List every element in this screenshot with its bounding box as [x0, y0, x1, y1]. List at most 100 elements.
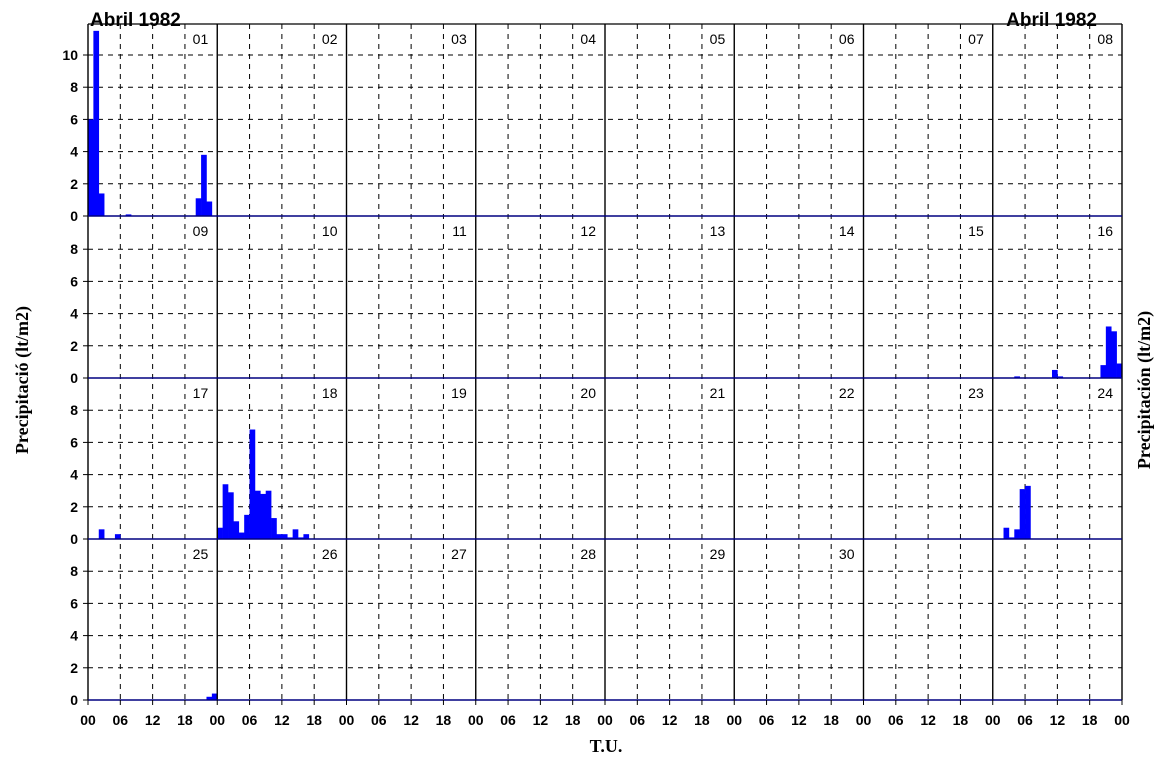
x-tick-label: 18 — [177, 712, 193, 728]
x-tick-label: 00 — [985, 712, 1001, 728]
y-tick-label: 4 — [70, 144, 78, 160]
precip-bar-day-17 — [292, 529, 299, 539]
y-tick-label: 4 — [70, 467, 78, 483]
chart-title-left: Abril 1982 — [90, 10, 181, 31]
x-tick-label: 12 — [662, 712, 678, 728]
day-label: 15 — [968, 223, 984, 239]
y-tick-label: 0 — [70, 370, 78, 386]
x-tick-label: 00 — [468, 712, 484, 728]
precip-bar-day-17 — [228, 492, 234, 539]
x-tick-label: 06 — [113, 712, 129, 728]
y-tick-label: 0 — [70, 208, 78, 224]
y-tick-label: 6 — [70, 434, 78, 450]
x-tick-label: 00 — [726, 712, 742, 728]
x-tick-label: 18 — [1082, 712, 1098, 728]
day-label: 10 — [322, 223, 338, 239]
y-tick-label: 8 — [70, 241, 78, 257]
day-label: 26 — [322, 546, 338, 562]
precip-bar-day-17 — [249, 429, 256, 539]
y-tick-label: 4 — [70, 628, 78, 644]
day-label: 22 — [839, 385, 855, 401]
x-tick-label: 00 — [339, 712, 355, 728]
y-tick-label: 8 — [70, 79, 78, 95]
y-tick-label: 10 — [62, 47, 78, 63]
x-tick-label: 12 — [791, 712, 807, 728]
grid — [88, 24, 1122, 700]
x-tick-label: 00 — [597, 712, 613, 728]
y-tick-label: 8 — [70, 563, 78, 579]
precip-bar-day-16 — [1105, 326, 1112, 378]
x-tick-label: 12 — [274, 712, 290, 728]
y-tick-label: 6 — [70, 111, 78, 127]
precip-bar-day-17 — [233, 521, 240, 539]
x-tick-label: 06 — [888, 712, 904, 728]
y-tick-label: 4 — [70, 306, 78, 322]
day-label: 11 — [452, 223, 467, 239]
precip-bar-day-17 — [298, 537, 304, 539]
day-label: 19 — [451, 385, 467, 401]
day-label: 08 — [1097, 31, 1113, 47]
precip-bar-day-16 — [1116, 363, 1123, 378]
day-label: 29 — [710, 546, 726, 562]
x-tick-label: 12 — [920, 712, 936, 728]
day-label: 28 — [580, 546, 596, 562]
x-tick-label: 18 — [565, 712, 581, 728]
day-label: 30 — [839, 546, 855, 562]
y-tick-label: 0 — [70, 692, 78, 708]
precip-bar-day-17 — [287, 537, 293, 539]
day-label: 06 — [839, 31, 855, 47]
y-tick-label: 8 — [70, 402, 78, 418]
precip-bar-day-17 — [281, 534, 288, 539]
day-label: 17 — [193, 385, 209, 401]
y-tick-label: 6 — [70, 273, 78, 289]
y-axis-label-left: Precipitació (lt/m2) — [12, 306, 33, 454]
chart-title-right: Abril 1982 — [1006, 10, 1097, 31]
x-axis-label: T.U. — [590, 736, 623, 756]
y-tick-label: 2 — [70, 338, 78, 354]
x-tick-label: 12 — [533, 712, 549, 728]
precip-bar-day-01 — [93, 30, 100, 216]
precip-bar-day-01 — [98, 193, 105, 216]
y-tick-label: 2 — [70, 660, 78, 676]
day-label: 27 — [451, 546, 467, 562]
x-tick-label: 00 — [856, 712, 872, 728]
precip-bar-day-01 — [201, 154, 207, 216]
precip-bar-day-17 — [303, 534, 310, 539]
precip-bar-day-01 — [206, 201, 213, 216]
x-tick-label: 06 — [759, 712, 775, 728]
x-tick-label: 06 — [242, 712, 258, 728]
precip-bar-day-25 — [211, 693, 218, 700]
x-tick-label: 06 — [1017, 712, 1033, 728]
x-tick-label: 18 — [823, 712, 839, 728]
precip-bar-day-16 — [1014, 376, 1020, 378]
day-label: 24 — [1097, 385, 1113, 401]
day-label: 18 — [322, 385, 338, 401]
x-tick-label: 00 — [209, 712, 225, 728]
precip-bar-day-16 — [1100, 365, 1107, 378]
x-tick-label: 18 — [436, 712, 452, 728]
x-tick-label: 12 — [1050, 712, 1066, 728]
precip-bar-day-17 — [244, 514, 250, 539]
day-label: 13 — [710, 223, 726, 239]
day-label: 23 — [968, 385, 984, 401]
precip-bar-day-17 — [260, 493, 267, 539]
y-axis-label-right: Precipitación (lt/m2) — [1134, 311, 1155, 469]
x-tick-label: 00 — [1114, 712, 1130, 728]
day-label: 21 — [710, 385, 726, 401]
precip-bar-day-24 — [1014, 529, 1020, 539]
frame — [83, 23, 1123, 705]
precip-bar-day-17 — [271, 518, 277, 539]
day-label: 05 — [710, 31, 726, 47]
precip-bar-day-17 — [265, 490, 272, 539]
precip-bar-day-01 — [195, 198, 202, 216]
precip-bar-day-24 — [1019, 489, 1026, 539]
precip-bar-day-24 — [1008, 537, 1015, 539]
y-tick-label: 2 — [70, 499, 78, 515]
precip-bar-day-01 — [125, 214, 132, 216]
day-label: 02 — [322, 31, 338, 47]
y-tick-label: 6 — [70, 595, 78, 611]
precip-bar-day-17 — [238, 532, 245, 539]
precip-bar-day-25 — [206, 696, 213, 700]
